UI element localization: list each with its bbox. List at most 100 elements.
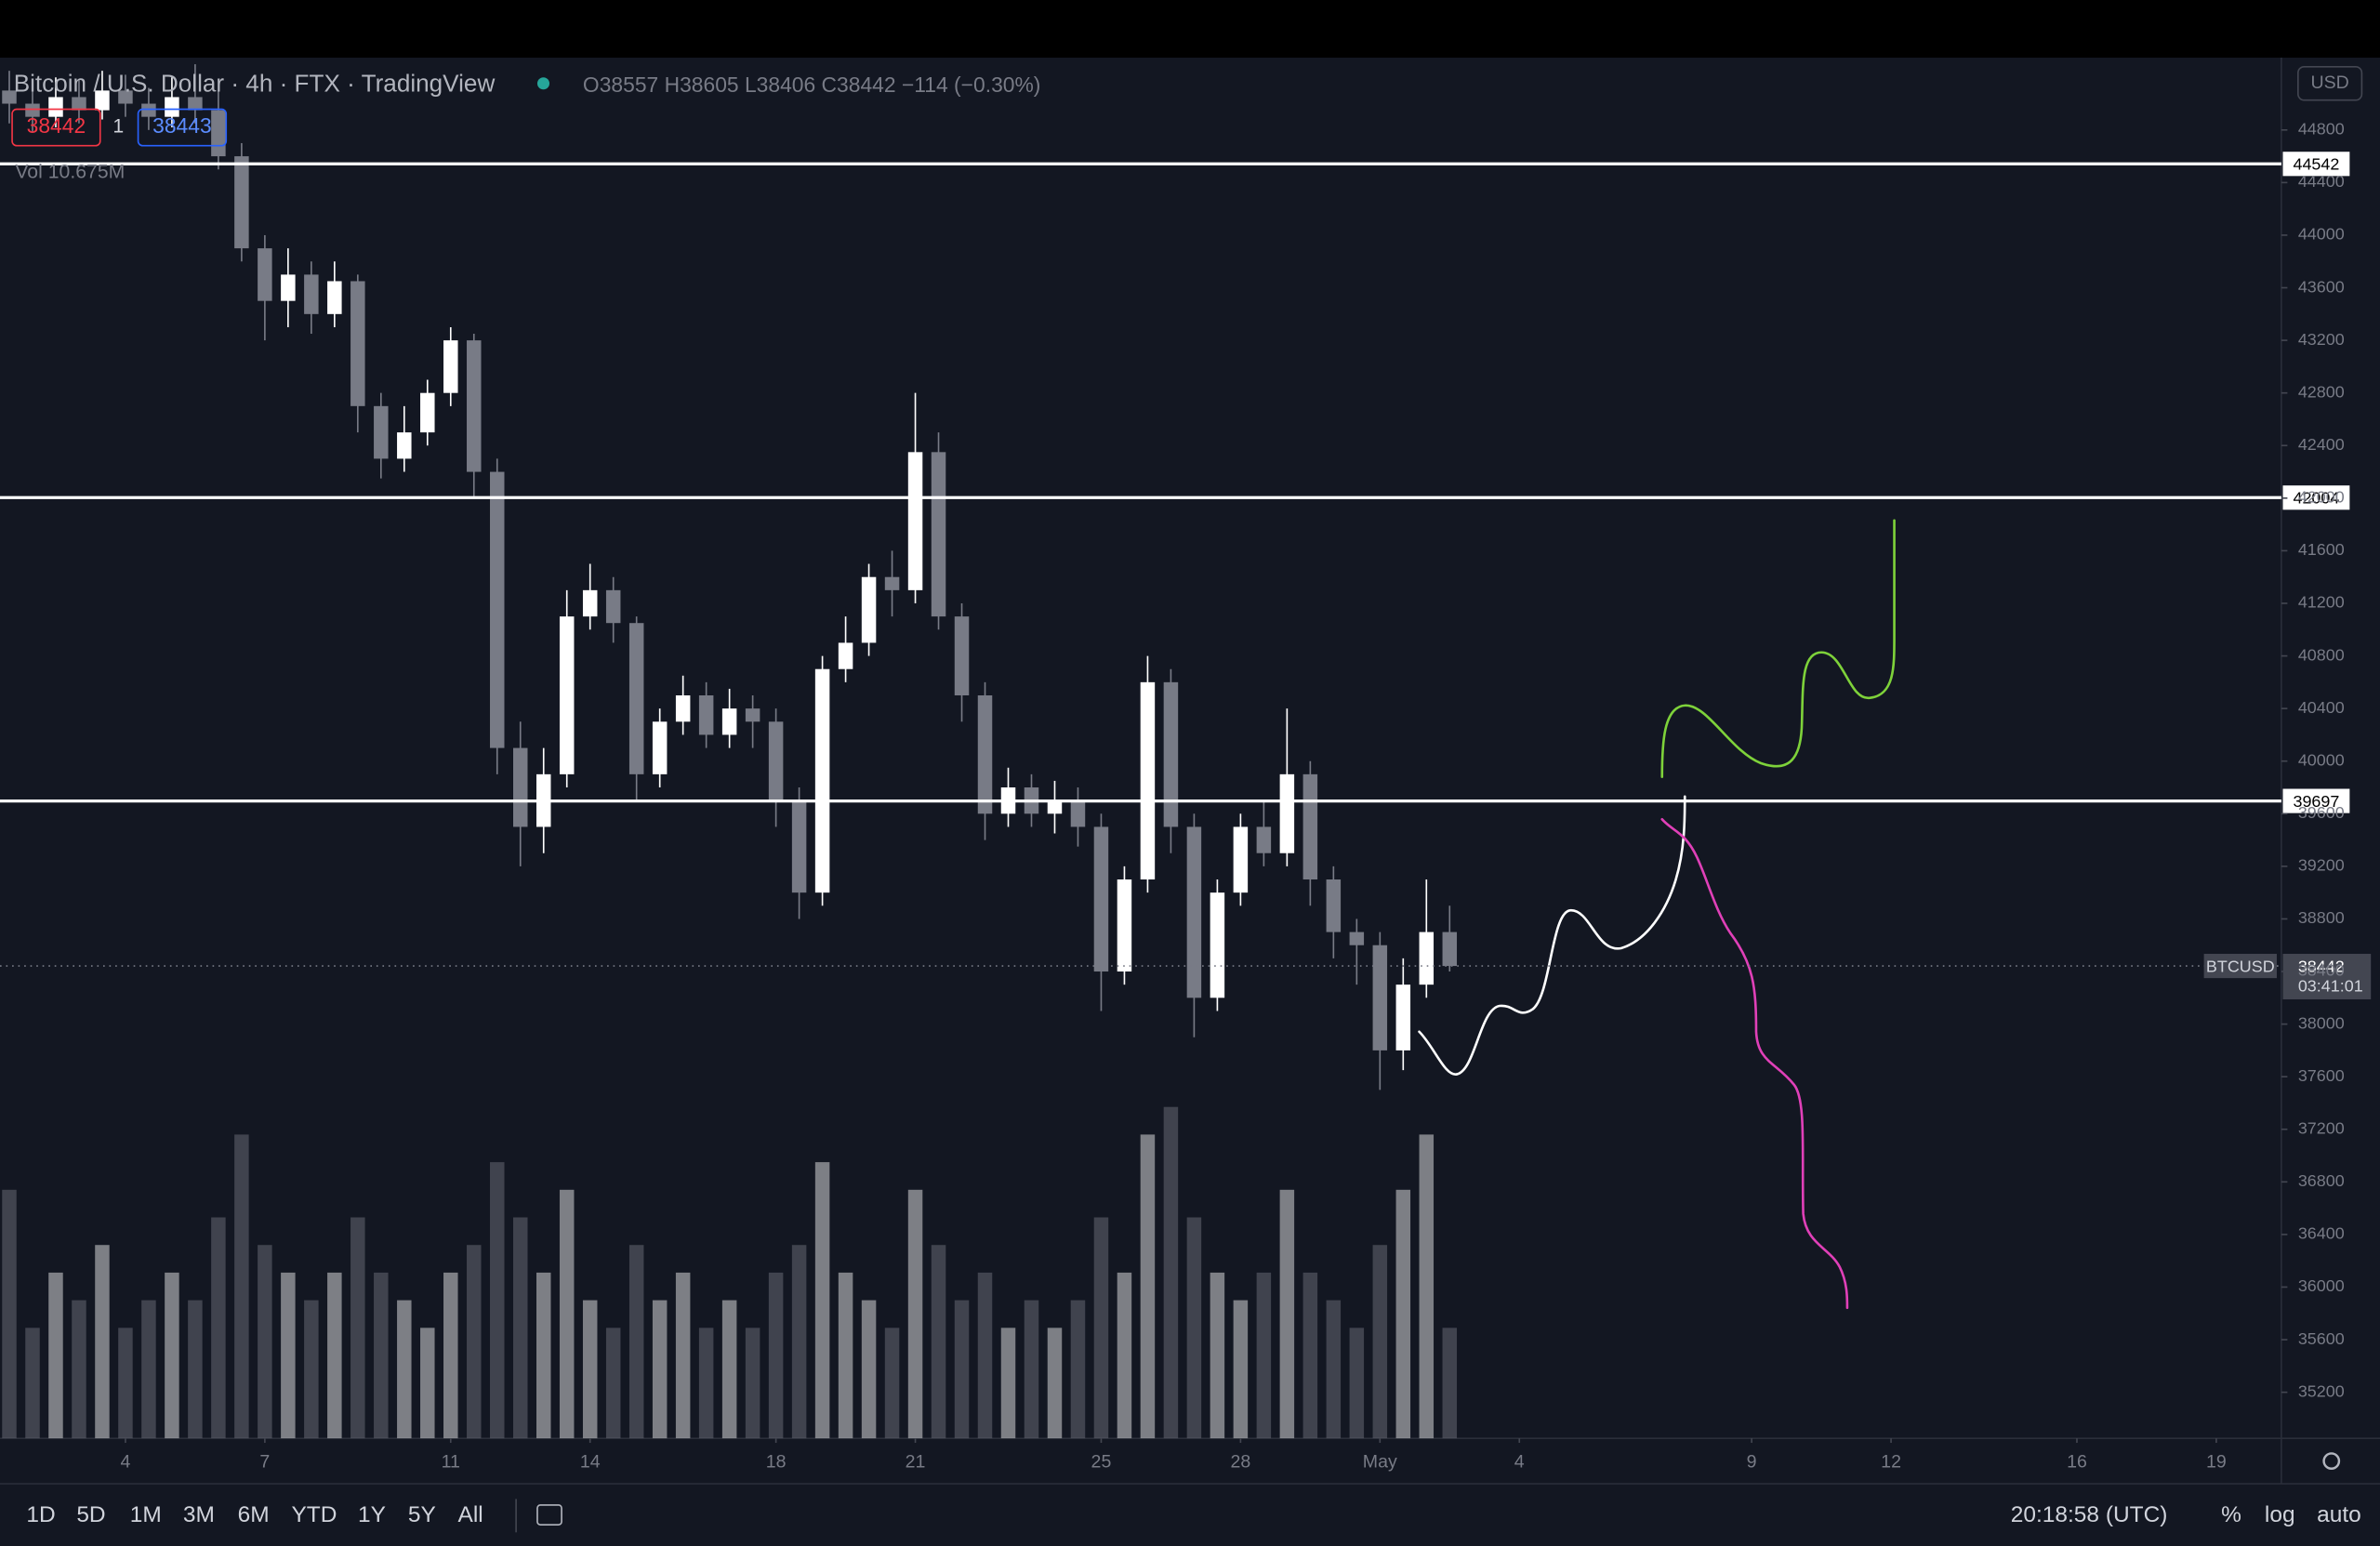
status-dot: [536, 77, 550, 90]
volume-bar: [582, 1300, 598, 1439]
candle-body: [1372, 945, 1388, 1050]
range-button[interactable]: 3M: [183, 1502, 215, 1527]
x-tick-label: 14: [580, 1451, 601, 1472]
candle-body: [1140, 681, 1156, 880]
volume-bar: [1233, 1300, 1249, 1439]
symbol-box: [2203, 954, 2277, 979]
volume-bar: [258, 1245, 272, 1439]
volume-bar: [1070, 1300, 1086, 1439]
volume-bar: [1372, 1245, 1388, 1439]
x-tick-label: 9: [1747, 1451, 1757, 1472]
candle-body: [234, 156, 249, 249]
y-tick-label: 44800: [2298, 120, 2345, 139]
range-button[interactable]: YTD: [291, 1502, 337, 1527]
volume-bar: [814, 1162, 830, 1439]
x-tick-label: May: [1363, 1451, 1397, 1472]
volume-bar: [1279, 1189, 1295, 1439]
candle-body: [791, 800, 807, 893]
axis-option[interactable]: auto: [2317, 1502, 2361, 1527]
candle-body: [931, 452, 946, 617]
range-button[interactable]: 5Y: [408, 1502, 436, 1527]
candle-body: [188, 97, 203, 111]
candle-body: [1210, 892, 1225, 998]
y-tick-label: 35600: [2298, 1329, 2345, 1348]
volume-bar: [1419, 1134, 1435, 1439]
countdown: 03:41:01: [2298, 977, 2363, 996]
volume-bar: [304, 1300, 319, 1439]
candle-body: [1419, 932, 1435, 985]
range-button[interactable]: 1M: [130, 1502, 162, 1527]
date-range-icon[interactable]: [536, 1504, 562, 1526]
volume-bar: [931, 1245, 946, 1439]
volume-bar: [374, 1272, 389, 1439]
volume-bar: [118, 1328, 133, 1439]
candle-body: [977, 694, 993, 814]
volume-bar: [1256, 1272, 1272, 1439]
bid: 38442: [27, 113, 86, 138]
volume-bar: [605, 1328, 621, 1439]
y-tick-label: 42000: [2298, 488, 2345, 507]
volume-bar: [2, 1189, 17, 1439]
y-tick-label: 36000: [2298, 1276, 2345, 1295]
y-tick-label: 38800: [2298, 908, 2345, 927]
candle-body: [1070, 800, 1086, 827]
volume-bar: [652, 1300, 668, 1439]
x-tick-label: 25: [1091, 1451, 1112, 1472]
range-button[interactable]: All: [458, 1502, 483, 1527]
candle-body: [1279, 773, 1295, 853]
volume-bar: [1024, 1300, 1039, 1439]
candle-body: [698, 694, 714, 735]
volume-bar: [327, 1272, 342, 1439]
candle-body: [1186, 826, 1202, 998]
volume-bar: [721, 1300, 737, 1439]
volume-bar: [350, 1217, 365, 1439]
price-box: [2282, 954, 2372, 999]
price-label: 38442: [2298, 957, 2345, 975]
volume-bar: [397, 1300, 412, 1439]
candle-body: [327, 281, 342, 314]
volume-bar: [467, 1245, 482, 1439]
range-button[interactable]: 1D: [26, 1502, 55, 1527]
candle-body: [814, 668, 830, 893]
volume-bar: [1163, 1106, 1179, 1439]
candle-body: [1395, 984, 1411, 1050]
scenario-white: [1418, 795, 1686, 1076]
volume-bar: [1117, 1272, 1132, 1439]
range-button[interactable]: 5D: [76, 1502, 105, 1527]
volume-bar: [48, 1272, 63, 1439]
axis-option[interactable]: log: [2265, 1502, 2295, 1527]
scenario-pink: [1660, 817, 1849, 1310]
currency-button[interactable]: [2297, 65, 2363, 101]
level-label: 42004: [2293, 489, 2339, 508]
candle-body: [211, 110, 226, 157]
candle-body: [1349, 932, 1365, 945]
x-tick-label: 4: [120, 1451, 130, 1472]
scenario-green: [1660, 519, 1896, 778]
range-button[interactable]: 6M: [238, 1502, 270, 1527]
candle-body: [628, 623, 644, 774]
volume-bar: [838, 1272, 853, 1439]
volume-bar: [512, 1217, 528, 1439]
candle-body: [512, 747, 528, 827]
y-tick-label: 37200: [2298, 1118, 2345, 1137]
ask-box[interactable]: [137, 108, 228, 147]
y-tick-label: 41600: [2298, 540, 2345, 559]
axis-option[interactable]: %: [2221, 1502, 2241, 1527]
candle-body: [1047, 800, 1063, 814]
candle-body: [281, 274, 296, 301]
volume-bar: [490, 1162, 505, 1439]
settings-icon[interactable]: [2322, 1452, 2341, 1470]
volume-bar: [559, 1189, 575, 1439]
volume-bar: [443, 1272, 458, 1439]
volume-bar: [420, 1328, 435, 1439]
volume-bar: [977, 1272, 993, 1439]
candle-body: [374, 405, 389, 459]
volume-bar: [628, 1245, 644, 1439]
level-label: 39697: [2293, 792, 2339, 811]
y-tick-label: 42400: [2298, 435, 2345, 454]
x-tick-label: 18: [766, 1451, 787, 1472]
candle-body: [443, 340, 458, 393]
bid-box[interactable]: [11, 108, 101, 147]
x-tick-label: 4: [1514, 1451, 1525, 1472]
range-button[interactable]: 1Y: [358, 1502, 386, 1527]
